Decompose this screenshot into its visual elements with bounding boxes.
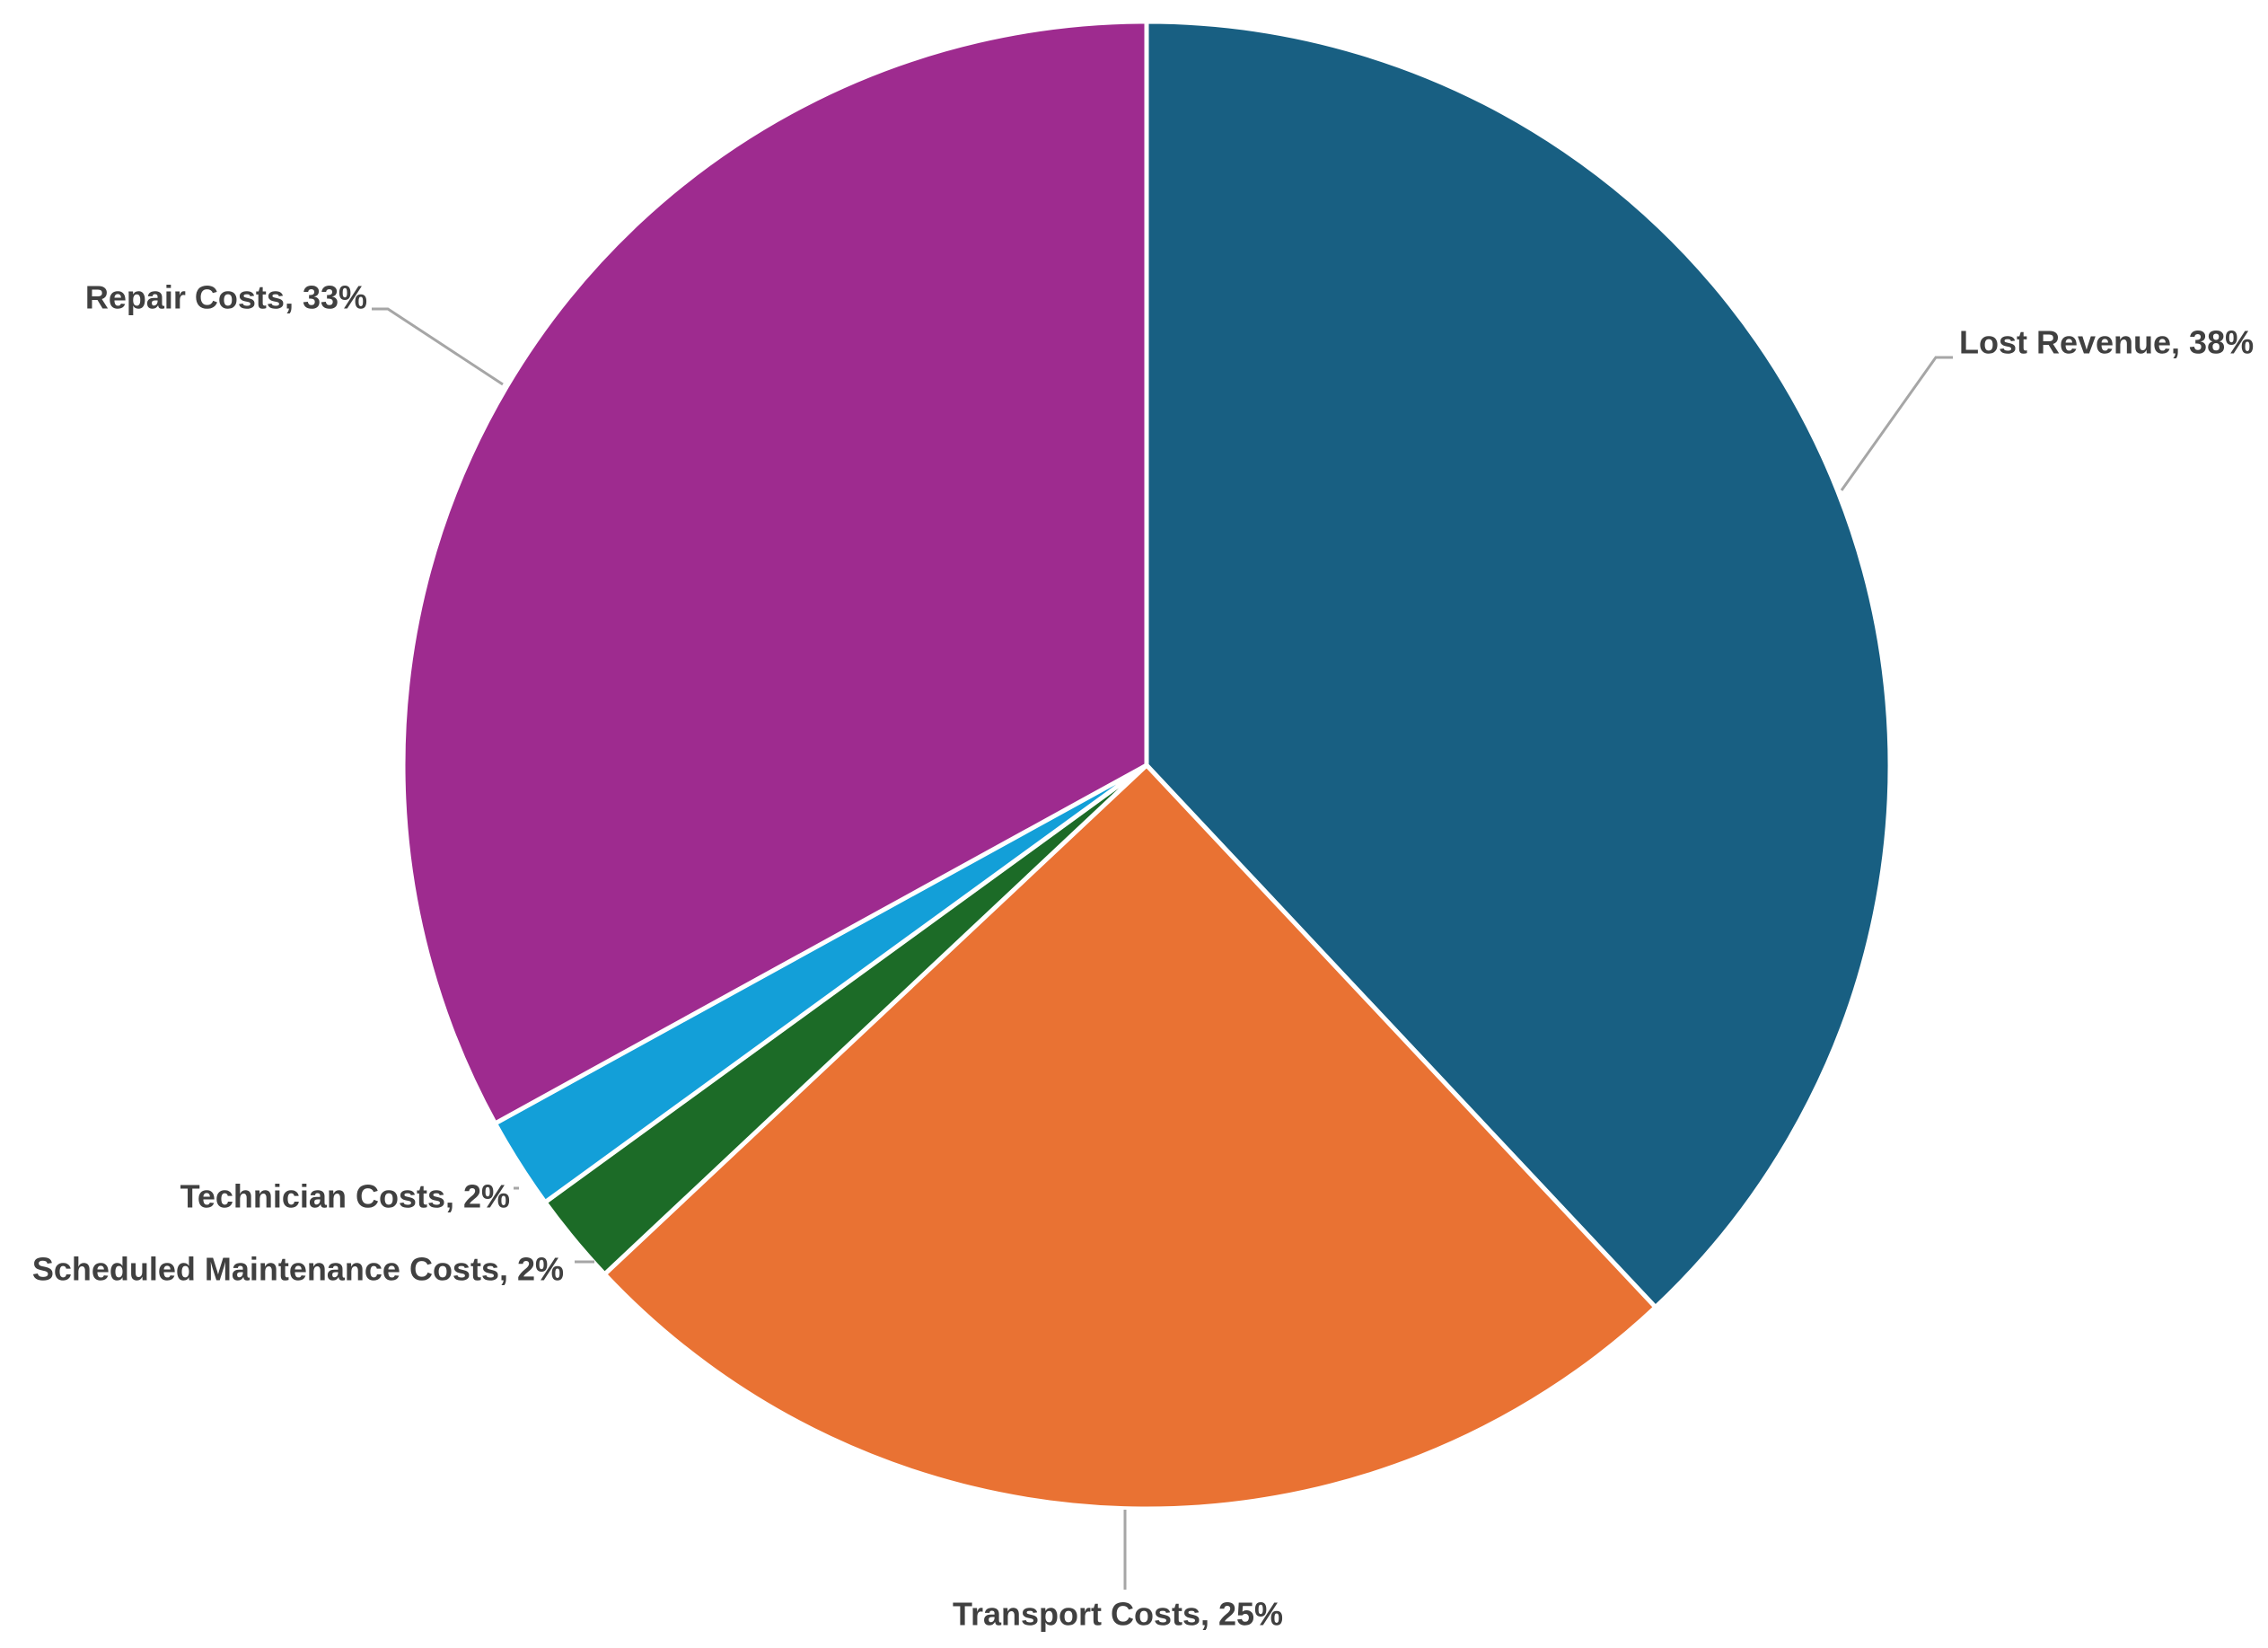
pie-slice-transport-costs xyxy=(602,762,1658,1511)
leader-line-lost-revenue xyxy=(1840,356,1953,491)
pie-slice-lost-revenue xyxy=(1144,19,1893,1310)
leader-line-repair-costs xyxy=(372,307,504,386)
pie-slice-repair-costs xyxy=(400,19,1149,1126)
data-label-repair-costs: Repair Costs, 33% xyxy=(85,279,367,316)
slices-layer xyxy=(400,19,1893,1511)
data-labels-layer: Lost Revenue, 38% Transport Costs, 25% Sch… xyxy=(32,279,2254,1633)
data-label-transport-costs: Transport Costs, 25% xyxy=(953,1596,1283,1633)
data-label-technician-costs: Technician Costs, 2% xyxy=(180,1178,510,1215)
data-label-lost-revenue: Lost Revenue, 38% xyxy=(1959,324,2254,361)
leader-lines-layer xyxy=(372,307,1953,1590)
data-label-scheduled-maintenance-costs: Scheduled Maintenance Costs, 2% xyxy=(32,1251,564,1288)
